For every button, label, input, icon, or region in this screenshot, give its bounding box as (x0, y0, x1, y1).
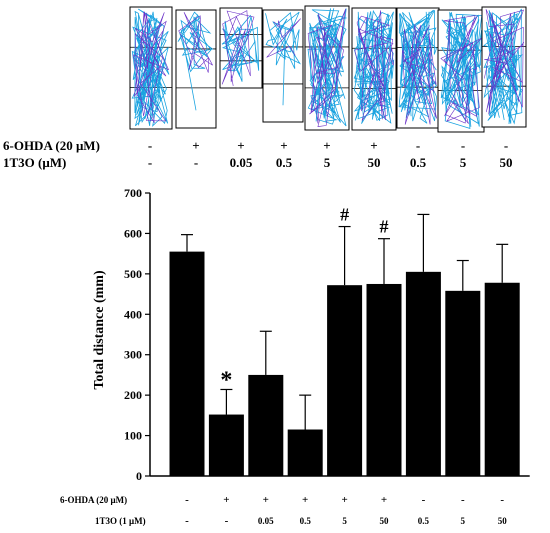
bottom-condition-cell: 0.5 (300, 516, 312, 526)
movement-trace (353, 9, 395, 124)
top-condition-cell: 50 (368, 155, 381, 170)
bar (208, 414, 244, 476)
y-axis: 0 100 200 300 400 500 600 700 (124, 186, 151, 483)
top-condition-cell: + (323, 138, 330, 153)
bottom-condition-cell: - (225, 515, 229, 527)
movement-trace-accent (354, 10, 394, 121)
bar-series: * # # (169, 205, 520, 476)
bottom-condition-cell: - (185, 494, 189, 506)
top-condition-table: 6-OHDA (20 μM) 1T3O (μM) - + + + + + - - - - - 0.05… (3, 138, 513, 170)
top-condition-cell: + (370, 138, 377, 153)
bar (366, 283, 402, 476)
bottom-condition-cell: 50 (498, 516, 508, 526)
top-condition-cell: 50 (500, 155, 513, 170)
bottom-row-label-6ohda: 6-OHDA (20 μM) (60, 495, 127, 505)
bar (287, 429, 323, 476)
movement-trace (307, 8, 348, 127)
bottom-condition-cell: + (381, 494, 387, 506)
y-tick-label: 0 (136, 469, 142, 483)
y-tick-label: 400 (124, 307, 142, 321)
bar (169, 251, 205, 476)
movement-trace (483, 8, 523, 125)
movement-trace-accent (178, 12, 213, 73)
bar (484, 282, 520, 476)
movement-trace (440, 11, 483, 129)
bottom-condition-cell: - (185, 515, 189, 527)
bottom-condition-cell: + (263, 494, 269, 506)
top-condition-cell: + (280, 138, 287, 153)
top-condition-cell: - (148, 155, 152, 170)
significance-mark: # (380, 217, 389, 237)
top-condition-cell: 0.5 (410, 155, 427, 170)
movement-trace-accent (402, 24, 437, 125)
locomotion-track-panel (129, 5, 527, 133)
top-condition-cell: 5 (460, 155, 467, 170)
bottom-condition-cell: - (461, 494, 465, 506)
significance-mark: # (340, 205, 349, 225)
locomotion-track (351, 7, 397, 131)
locomotion-track (481, 6, 527, 128)
movement-trace-accent (266, 18, 301, 58)
locomotion-track (437, 9, 485, 133)
top-condition-cell: 0.05 (230, 155, 253, 170)
bottom-condition-cell: + (302, 494, 308, 506)
bottom-row-label-1t3o: 1T3O (1 μM) (95, 516, 146, 526)
y-tick-label: 700 (124, 186, 142, 200)
movement-trace-accent (440, 15, 483, 124)
top-condition-cell: 0.5 (276, 155, 293, 170)
top-condition-cell: - (504, 138, 508, 153)
bottom-condition-cell: 50 (380, 516, 390, 526)
top-condition-cell: + (237, 138, 244, 153)
top-condition-cell: - (194, 155, 198, 170)
top-condition-cell: + (192, 138, 199, 153)
bar-chart: Total distance (mm) 0 100 200 300 400 500 600 7… (92, 186, 530, 483)
top-row-label-1t3o: 1T3O (μM) (3, 155, 66, 170)
bar (445, 290, 481, 476)
movement-trace-accent (132, 11, 170, 123)
y-tick-label: 200 (124, 388, 142, 402)
locomotion-track (262, 9, 304, 123)
bottom-condition-table: 6-OHDA (20 μM) 1T3O (1 μM) - + + + + + - - - - - 0.… (60, 494, 507, 527)
locomotion-track (396, 7, 440, 129)
movement-trace (177, 11, 214, 111)
significance-mark: * (220, 367, 232, 393)
movement-trace (221, 14, 260, 82)
bottom-condition-cell: 5 (461, 516, 466, 526)
bottom-condition-cell: 0.05 (258, 516, 274, 526)
bar (248, 374, 284, 476)
bottom-condition-cell: + (341, 494, 347, 506)
y-tick-label: 300 (124, 348, 142, 362)
movement-trace (265, 11, 302, 106)
bottom-condition-cell: + (223, 494, 229, 506)
bottom-condition-cell: 0.5 (418, 516, 430, 526)
y-axis-label: Total distance (mm) (92, 270, 107, 390)
locomotion-track (304, 5, 350, 131)
top-condition-cell: - (461, 138, 465, 153)
y-tick-label: 100 (124, 429, 142, 443)
top-condition-cell: - (416, 138, 420, 153)
movement-trace-accent (221, 10, 255, 86)
top-row-label-6ohda: 6-OHDA (20 μM) (3, 138, 100, 153)
movement-trace-accent (484, 9, 525, 115)
movement-trace-accent (307, 8, 346, 127)
movement-trace (398, 9, 437, 124)
locomotion-track (219, 7, 263, 89)
bottom-condition-cell: - (422, 494, 426, 506)
top-condition-cell: 5 (324, 155, 331, 170)
bottom-condition-cell: 5 (342, 516, 347, 526)
bottom-condition-cell: - (500, 494, 504, 506)
top-condition-cell: - (148, 138, 152, 153)
y-tick-label: 500 (124, 267, 142, 281)
bar (405, 271, 441, 476)
locomotion-track (129, 6, 173, 130)
y-tick-label: 600 (124, 226, 142, 240)
locomotion-track (175, 9, 217, 129)
bar (327, 285, 363, 476)
